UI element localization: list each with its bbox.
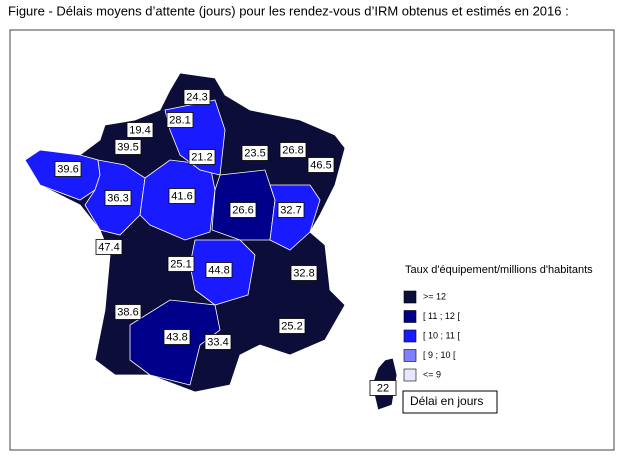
label-box: [114, 304, 142, 320]
legend-label: <= 9: [423, 369, 441, 379]
region-value: 39.6: [57, 163, 78, 175]
label-box: [204, 334, 232, 350]
legend-swatch: [403, 349, 417, 362]
map: [24, 72, 398, 411]
region-value: 28.1: [169, 114, 190, 126]
label-box: [277, 202, 305, 218]
legend-label: >= 12: [423, 291, 446, 301]
label-box: [279, 142, 307, 158]
region-value: 26.6: [232, 204, 253, 216]
legend-label: [ 9 ; 10 [: [423, 350, 456, 360]
label-box: [278, 318, 306, 334]
note: Délai en jours: [410, 394, 483, 408]
title: Figure - Délais moyens d’attente (jours)…: [8, 3, 569, 18]
region-value: 41.6: [171, 190, 192, 202]
label-box: [114, 139, 142, 155]
region-value: 22: [377, 382, 389, 394]
label-box: [307, 157, 335, 173]
label-box: [369, 380, 397, 396]
labels: 24.3 28.1 19.4 39.5 21.2 23.5 26.8 46.5 39.6 36.3…: [54, 89, 397, 396]
region-value: 47.4: [98, 241, 119, 253]
region-value: 33.4: [207, 336, 228, 348]
region-value: 25.2: [281, 320, 302, 332]
legend: >= 12 [ 11 ; 12 [ [ 10 ; 11 [ [ 9 ; 10 [ <= …: [403, 290, 460, 382]
region-value: 25.1: [170, 258, 191, 270]
region-value: 44.8: [208, 264, 229, 276]
region-value: 46.5: [310, 159, 331, 171]
label-box: [168, 188, 196, 204]
legend-label: [ 10 ; 11 [: [423, 330, 460, 340]
label-box: [104, 190, 132, 206]
label-box: [95, 239, 123, 255]
frame: [9, 29, 615, 451]
legend-swatch: [403, 329, 417, 343]
region-value: 36.3: [107, 192, 128, 204]
label-box: [205, 262, 233, 278]
region-value: 23.5: [244, 147, 265, 159]
label-box: [241, 145, 269, 161]
region-value: 39.5: [117, 141, 138, 153]
label-box: [290, 265, 318, 281]
label-box: [126, 122, 154, 138]
label-box: [163, 329, 191, 345]
legend-swatch: [403, 310, 417, 323]
region-value: 24.3: [186, 91, 207, 103]
region-value: 26.8: [282, 144, 303, 156]
note-box: [402, 390, 498, 414]
label-box: [188, 149, 216, 165]
region-value: 38.6: [117, 306, 138, 318]
region-value: 21.2: [191, 151, 212, 163]
label-box: [54, 161, 82, 177]
legend-swatch: [403, 368, 417, 382]
legend-title: Taux d'équipement/millions d'habitants: [405, 264, 593, 276]
region-value: 43.8: [166, 331, 187, 343]
region-value: 32.7: [280, 204, 301, 216]
legend-label: [ 11 ; 12 [: [423, 311, 460, 321]
label-box: [183, 89, 211, 105]
legend-swatch: [403, 290, 417, 304]
region-value: 32.8: [293, 267, 314, 279]
label-box: [229, 202, 257, 218]
region-value: 19.4: [129, 124, 150, 136]
label-box: [166, 112, 194, 128]
label-box: [167, 256, 195, 272]
